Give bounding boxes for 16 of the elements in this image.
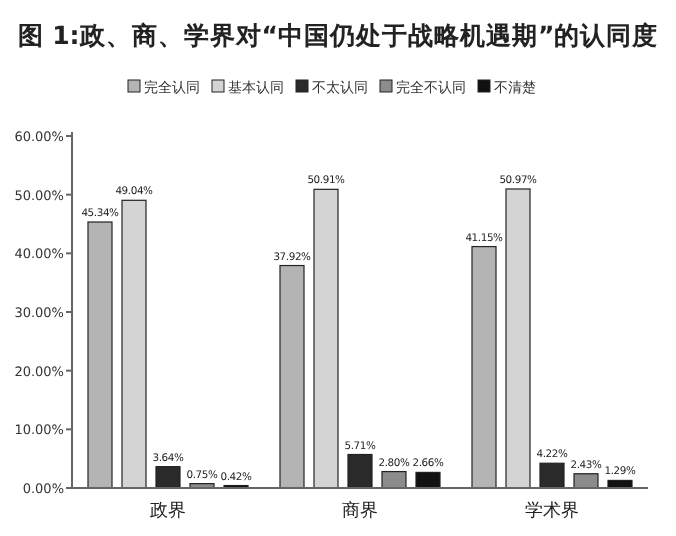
bar [121,199,147,489]
bar [347,453,373,489]
bar [155,466,181,489]
bar [87,221,113,489]
bar [313,188,339,489]
bar [539,462,565,489]
bar [505,188,531,489]
x-tick-label: 政界 [150,500,186,522]
bar [279,264,305,489]
bar [381,470,407,489]
bar [573,473,599,489]
chart-title: 图 1:政、商、学界对“中国仍处于战略机遇期”的认同度 [17,20,659,50]
x-tick-label: 学术界 [525,500,579,522]
x-tick-label: 商界 [342,500,378,522]
bar [471,245,497,489]
bar [415,471,441,489]
